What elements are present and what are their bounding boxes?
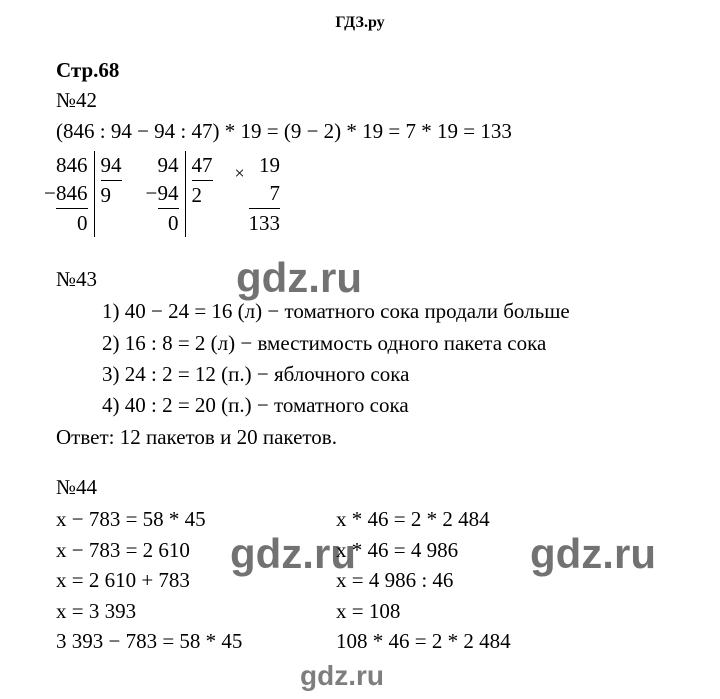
- problem-42-label: №42: [56, 86, 664, 114]
- problem-44-columns: x − 783 = 58 * 45 x − 783 = 2 610 x = 2 …: [56, 503, 664, 655]
- problem-44-label: №44: [56, 473, 664, 501]
- p43-line-2: 2) 16 : 8 = 2 (л) − вместимость одного п…: [102, 329, 664, 357]
- ld2-divisor: 47: [192, 151, 213, 181]
- mult-bottom: 7: [249, 179, 281, 207]
- ld1-quotient: 9: [101, 181, 122, 209]
- problem-43-answer: Ответ: 12 пакетов и 20 пакетов.: [56, 423, 664, 451]
- ld2-remainder: 0: [158, 209, 179, 237]
- site-header: ГДЗ.ру: [0, 0, 720, 32]
- page-label: Стр.68: [56, 56, 664, 84]
- p44-c1-l2: x − 783 = 2 610: [56, 536, 336, 564]
- p44-c1-l1: x − 783 = 58 * 45: [56, 505, 336, 533]
- problem-42-expression: (846 : 94 − 94 : 47) * 19 = (9 − 2) * 19…: [56, 117, 664, 145]
- ld2-subtrahend: 94: [158, 179, 179, 208]
- ld1-subtrahend: 846: [56, 179, 88, 208]
- p43-line-1: 1) 40 − 24 = 16 (л) − томатного сока про…: [102, 297, 664, 325]
- ld1-remainder: 0: [56, 209, 88, 237]
- p43-line-4: 4) 40 : 2 = 20 (п.) − томатного сока: [102, 391, 664, 419]
- multiply-icon: ×: [235, 161, 245, 185]
- p44-c1-l5: 3 393 − 783 = 58 * 45: [56, 627, 336, 655]
- ld1-divisor: 94: [101, 151, 122, 181]
- problem-42-work: 846 846 0 94 9 94 94 0 47 2 × 19 7: [56, 151, 664, 237]
- problem-43-steps: 1) 40 − 24 = 16 (л) − томатного сока про…: [56, 297, 664, 419]
- p44-c2-l2: x * 46 = 4 986: [336, 536, 616, 564]
- ld2-quotient: 2: [192, 181, 213, 209]
- p44-c2-l5: 108 * 46 = 2 * 2 484: [336, 627, 616, 655]
- p44-c1-l4: x = 3 393: [56, 597, 336, 625]
- p43-line-3: 3) 24 : 2 = 12 (п.) − яблочного сока: [102, 360, 664, 388]
- mult-result: 133: [249, 208, 281, 237]
- ld2-dividend: 94: [158, 151, 179, 179]
- long-division-2: 94 94 0 47 2: [158, 151, 213, 237]
- p44-c1-l3: x = 2 610 + 783: [56, 566, 336, 594]
- problem-43-label: №43: [56, 265, 664, 293]
- ld1-dividend: 846: [56, 151, 88, 179]
- multiplication: × 19 7 133: [249, 151, 281, 237]
- p44-c2-l3: x = 4 986 : 46: [336, 566, 616, 594]
- p44-col2: x * 46 = 2 * 2 484 x * 46 = 4 986 x = 4 …: [336, 503, 616, 655]
- watermark: gdz.ru: [300, 660, 384, 692]
- p44-col1: x − 783 = 58 * 45 x − 783 = 2 610 x = 2 …: [56, 503, 336, 655]
- long-division-1: 846 846 0 94 9: [56, 151, 122, 237]
- mult-top: 19: [249, 151, 281, 179]
- p44-c2-l4: x = 108: [336, 597, 616, 625]
- p44-c2-l1: x * 46 = 2 * 2 484: [336, 505, 616, 533]
- content-area: Стр.68 №42 (846 : 94 − 94 : 47) * 19 = (…: [0, 32, 720, 655]
